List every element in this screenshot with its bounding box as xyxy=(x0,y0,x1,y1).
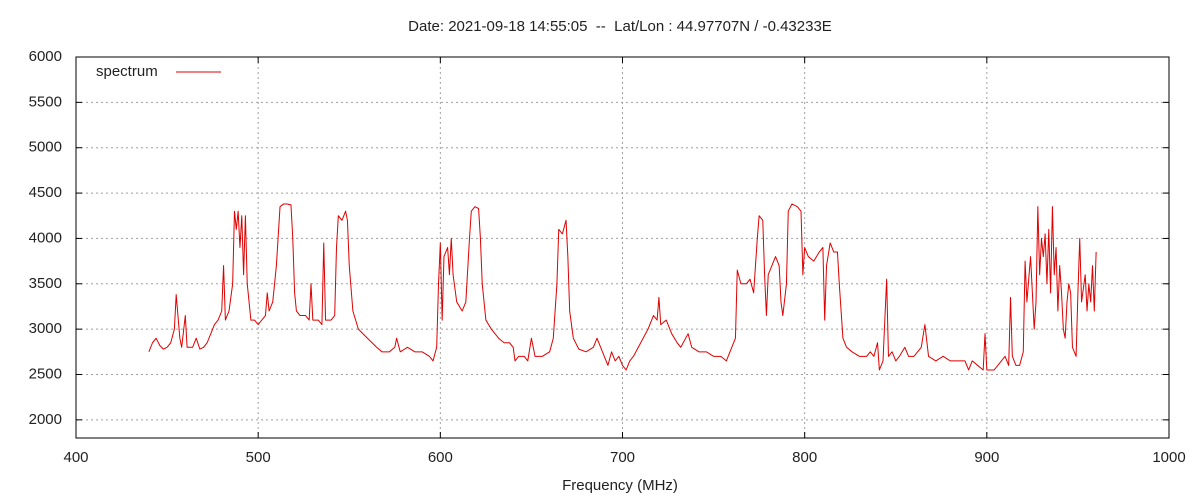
plot-frame xyxy=(75,56,1170,439)
y-tick-label: 5000 xyxy=(29,139,62,156)
y-tick-label: 2500 xyxy=(29,365,62,382)
y-tick-label: 3000 xyxy=(29,320,62,337)
x-tick-label: 600 xyxy=(428,449,453,466)
x-tick-label: 900 xyxy=(974,449,999,466)
y-tick-label: 5500 xyxy=(29,93,62,110)
x-tick-label: 1000 xyxy=(1152,449,1185,466)
y-tick-label: 2000 xyxy=(29,411,62,428)
x-axis-label: Frequency (MHz) xyxy=(562,477,678,494)
legend-label: spectrum xyxy=(96,63,158,80)
chart-title: Date: 2021-09-18 14:55:05 -- Lat/Lon : 4… xyxy=(408,18,832,35)
series-line xyxy=(148,203,1097,371)
y-tick-label: 4500 xyxy=(29,184,62,201)
y-tick-label: 4000 xyxy=(29,229,62,246)
x-tick-label: 700 xyxy=(610,449,635,466)
x-tick-label: 400 xyxy=(63,449,88,466)
x-tick-label: 800 xyxy=(792,449,817,466)
x-tick-label: 500 xyxy=(246,449,271,466)
y-tick-label: 3500 xyxy=(29,275,62,292)
y-tick-label: 6000 xyxy=(29,48,62,65)
